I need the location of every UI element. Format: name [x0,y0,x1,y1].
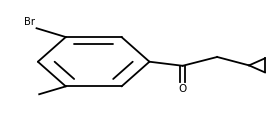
Text: Br: Br [24,17,35,27]
Text: O: O [179,84,187,94]
